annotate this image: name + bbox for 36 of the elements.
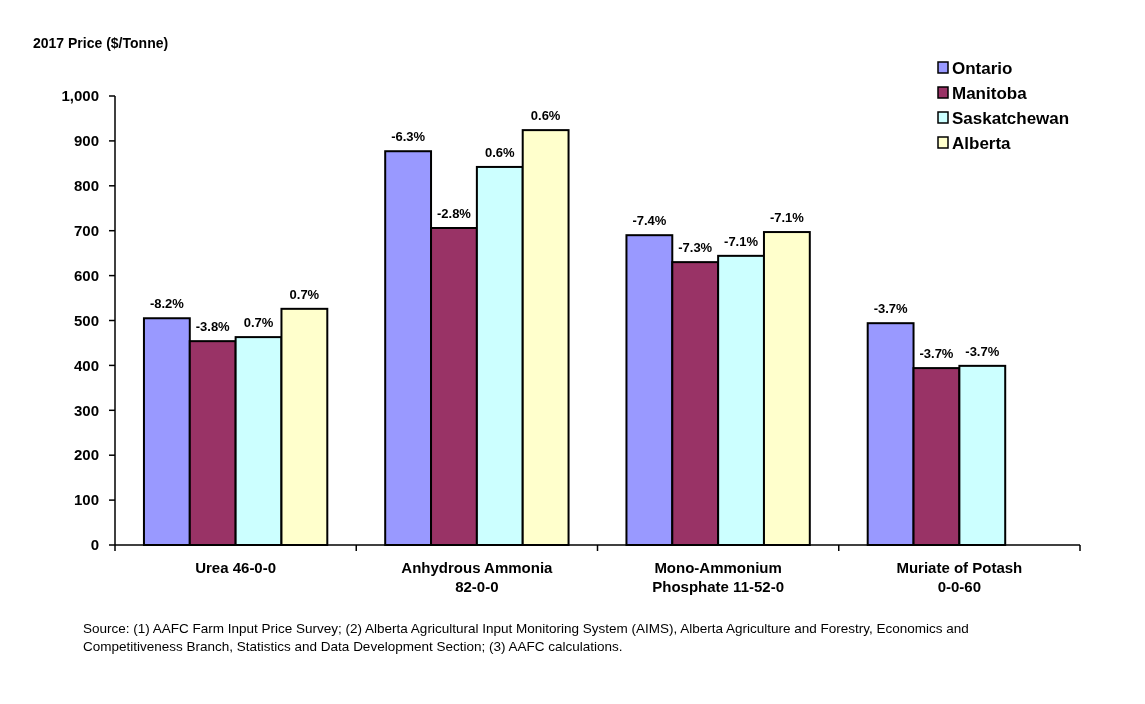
annotation: -7.3% [678,240,713,256]
annotation: -8.2% [149,296,185,312]
y-tick-label: 500 [73,311,99,329]
annotation: 0.7% [289,286,320,302]
source-note: Source: (1) AAFC Farm Input Price Survey; (2) Alberta Agricultural Input Monitoring System (AIMS), Alberta Agriculture and Forestry, Economics and Competitiveness Branch, Statistics and Data Development Section; (3) AAFC calculations. [83,621,969,654]
y-tick-label: 800 [73,177,99,195]
annotation: -7.1% [769,210,805,226]
annotation: -7.1% [724,233,759,249]
legend-label: Ontario [952,58,1013,78]
legend-label: Saskatchewan [952,108,1070,128]
annotation: -6.3% [391,129,426,145]
annotation: -3.7% [965,343,1000,359]
annotation: -3.8% [195,319,231,335]
annotation: 0.6% [530,108,561,124]
y-tick-label: 300 [73,401,99,419]
x-tick-label: Urea 46-0-0 [195,559,277,576]
annotation: -3.7% [873,301,909,317]
x-tick-label: Muriate of Potash 0-0-60 [896,559,1023,595]
legend-label: Manitoba [952,83,1028,103]
x-tick-label: Mono-Ammonium Phosphate 11-52-0 [652,559,784,595]
y-tick-label: 0 [90,536,99,554]
legend-label: Alberta [952,133,1012,153]
annotation: -3.7% [919,346,954,362]
y-tick-label: 400 [73,356,99,374]
y-tick-label: 900 [73,132,99,150]
annotation: 0.6% [484,144,516,160]
annotation: -7.4% [632,213,667,229]
y-axis-title: 2017 Price ($/Tonne) [33,35,169,51]
annotation: -2.8% [436,206,472,222]
x-tick-label: Anhydrous Ammonia 82-0-0 [401,559,554,595]
annotation: 0.7% [243,315,274,331]
y-tick-label: 1,000 [61,87,99,105]
y-tick-label: 100 [73,491,99,509]
y-tick-label: 600 [73,266,99,284]
y-tick-label: 700 [73,221,99,239]
y-tick-label: 200 [73,446,99,464]
